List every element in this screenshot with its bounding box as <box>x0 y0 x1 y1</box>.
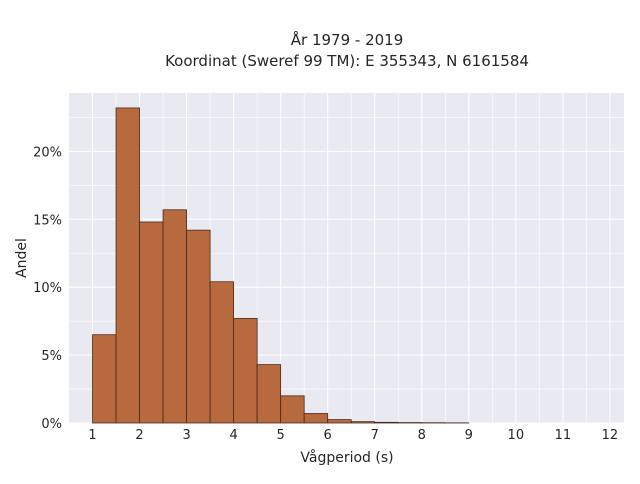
y-tick-label: 5% <box>41 349 62 364</box>
y-tick-label: 15% <box>33 213 62 228</box>
y-tick-label: 0% <box>41 417 62 432</box>
histogram-bar <box>93 335 117 423</box>
x-tick-label: 3 <box>182 428 190 443</box>
chart-subtitle: Koordinat (Sweref 99 TM): E 355343, N 61… <box>165 52 529 70</box>
histogram-bar <box>140 222 164 423</box>
histogram-bar <box>116 108 140 423</box>
x-tick-label: 1 <box>88 428 96 443</box>
histogram-bar <box>234 318 258 423</box>
histogram-bar <box>375 422 399 423</box>
x-tick-label: 5 <box>277 428 285 443</box>
x-axis-label: Vågperiod (s) <box>300 449 393 466</box>
histogram-bar <box>328 420 352 423</box>
x-tick-label: 6 <box>324 428 332 443</box>
x-tick-label: 8 <box>418 428 426 443</box>
x-tick-label: 7 <box>371 428 379 443</box>
histogram-bar <box>304 413 328 423</box>
x-tick-label: 9 <box>465 428 473 443</box>
y-tick-label: 10% <box>33 281 62 296</box>
histogram-bar <box>187 230 211 423</box>
y-axis-label: Andel <box>14 238 30 278</box>
x-tick-label: 11 <box>555 428 572 443</box>
x-tick-label: 4 <box>229 428 237 443</box>
histogram-bar <box>257 365 281 423</box>
x-tick-label: 2 <box>135 428 143 443</box>
histogram-bar <box>163 210 187 423</box>
x-tick-label: 10 <box>508 428 525 443</box>
histogram-bar <box>210 282 234 423</box>
y-tick-labels: 0% 5% 10% 15% 20% <box>33 145 62 432</box>
histogram-bar <box>351 422 375 423</box>
x-tick-label: 12 <box>602 428 619 443</box>
y-tick-label: 20% <box>33 145 62 160</box>
histogram-bar <box>281 396 305 423</box>
chart-title: År 1979 - 2019 <box>291 30 404 49</box>
